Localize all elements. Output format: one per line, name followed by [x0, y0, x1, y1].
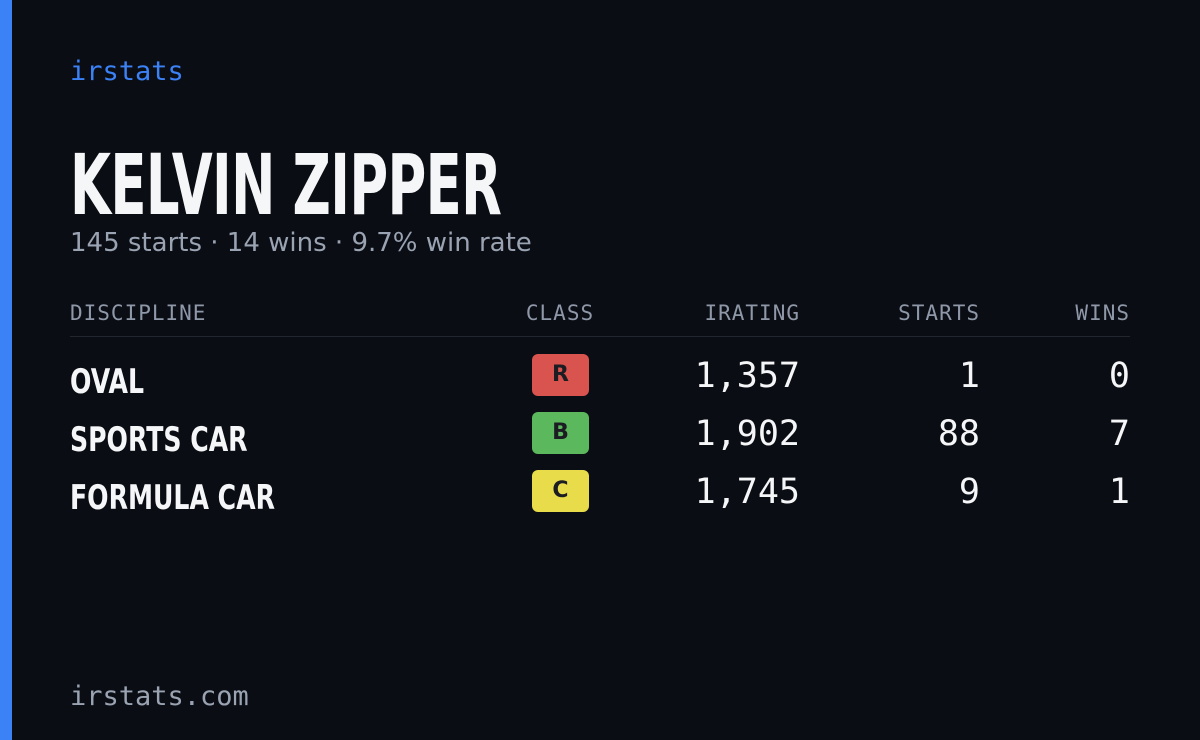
discipline: SPORTS CAR	[70, 420, 248, 460]
class-badge: B	[532, 412, 589, 454]
header-rule	[70, 336, 1130, 337]
irating: 1,357	[694, 356, 800, 396]
wins: 7	[1108, 414, 1130, 454]
class-badge: R	[532, 354, 589, 396]
subtitle: 145 starts · 14 wins · 9.7% win rate	[70, 228, 532, 258]
wins: 1	[1108, 472, 1130, 512]
class-badge: C	[532, 470, 589, 512]
irating: 1,745	[694, 472, 800, 512]
discipline: OVAL	[70, 362, 144, 402]
starts: 9	[958, 472, 980, 512]
brand[interactable]: irstats	[70, 56, 184, 87]
starts: 88	[937, 414, 980, 454]
discipline: FORMULA CAR	[70, 478, 275, 518]
starts: 1	[958, 356, 980, 396]
column-header: STARTS	[898, 301, 980, 325]
footer-url[interactable]: irstats.com	[70, 681, 249, 712]
irating: 1,902	[694, 414, 800, 454]
driver-name: KELVIN ZIPPER	[70, 136, 502, 234]
column-header: CLASS	[525, 301, 595, 325]
column-header: IRATING	[704, 301, 800, 325]
wins: 0	[1108, 356, 1130, 396]
column-header: WINS	[1075, 301, 1130, 325]
accent-bar	[0, 0, 12, 740]
column-header: DISCIPLINE	[70, 301, 207, 325]
